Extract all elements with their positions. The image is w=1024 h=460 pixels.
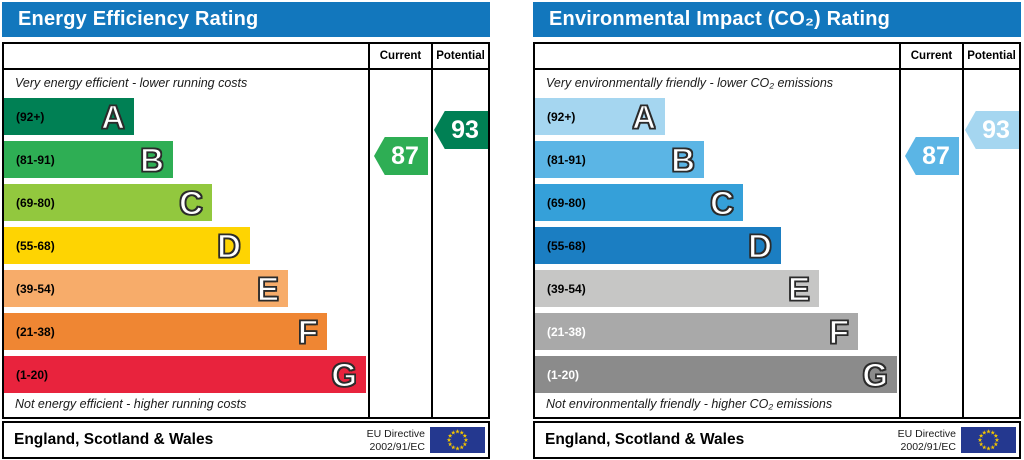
region-label: England, Scotland & Wales bbox=[14, 431, 214, 448]
bottom-note: Not environmentally friendly - higher CO… bbox=[546, 397, 833, 411]
band-letter: F bbox=[828, 313, 850, 350]
energy-efficiency-rating-chart: Energy Efficiency Rating Current Potenti… bbox=[2, 2, 490, 459]
band-letter: C bbox=[709, 184, 734, 221]
band-range-label: (39-54) bbox=[16, 281, 55, 296]
column-header-row bbox=[535, 44, 1019, 70]
chart-title: Environmental Impact (CO₂) Rating bbox=[549, 8, 891, 30]
band-range-label: (1-20) bbox=[16, 367, 49, 382]
potential-rating-value: 93 bbox=[982, 116, 1010, 144]
region-label: England, Scotland & Wales bbox=[545, 431, 745, 448]
band-b: (81-91) B bbox=[535, 141, 704, 178]
band-d: (55-68) D bbox=[4, 227, 250, 264]
eu-directive-line1: EU Directive bbox=[366, 428, 425, 440]
potential-rating-value: 93 bbox=[451, 116, 479, 144]
column-divider bbox=[962, 44, 964, 417]
band-d: (55-68) D bbox=[535, 227, 781, 264]
band-range-label: (55-68) bbox=[16, 238, 55, 253]
top-note: Very energy efficient - lower running co… bbox=[15, 76, 248, 90]
band-range-label: (81-91) bbox=[16, 152, 55, 167]
chart-footer: England, Scotland & Wales EU Directive 2… bbox=[2, 421, 490, 459]
column-divider bbox=[431, 44, 433, 417]
environmental-impact-rating-chart: Environmental Impact (CO₂) Rating Curren… bbox=[533, 2, 1021, 459]
bottom-note: Not energy efficient - higher running co… bbox=[15, 397, 247, 411]
current-rating-value: 87 bbox=[391, 142, 419, 170]
band-e: (39-54) E bbox=[535, 270, 819, 307]
band-letter: D bbox=[216, 227, 241, 264]
band-range-label: (81-91) bbox=[547, 152, 586, 167]
band-letter: A bbox=[631, 98, 656, 135]
band-a: (92+) A bbox=[535, 98, 665, 135]
band-letter: G bbox=[862, 356, 889, 393]
eu-directive-label: EU Directive 2002/91/EC bbox=[898, 428, 956, 454]
band-range-label: (92+) bbox=[16, 109, 45, 124]
potential-column-header: Potential bbox=[436, 50, 485, 62]
current-column-header: Current bbox=[379, 50, 422, 62]
band-letter: B bbox=[670, 141, 695, 178]
band-letter: F bbox=[297, 313, 319, 350]
potential-rating-arrow: 93 bbox=[965, 111, 1019, 149]
band-a: (92+) A bbox=[4, 98, 134, 135]
rating-bands: (92+) A (81-91) B (69-80) C (55-68) D (39-54) E (2… bbox=[535, 98, 897, 399]
eu-directive-line1: EU Directive bbox=[897, 428, 956, 440]
potential-column-header: Potential bbox=[967, 50, 1016, 62]
potential-rating-arrow: 93 bbox=[434, 111, 488, 149]
rating-table: Current Potential Very energy efficient … bbox=[2, 42, 490, 419]
band-letter: D bbox=[747, 227, 772, 264]
band-letter: C bbox=[178, 184, 203, 221]
eu-directive-line2: 2002/91/EC bbox=[900, 440, 956, 453]
eu-directive-line2: 2002/91/EC bbox=[369, 440, 425, 453]
current-rating-value: 87 bbox=[922, 142, 950, 170]
current-rating-arrow: 87 bbox=[905, 137, 959, 175]
current-column-header: Current bbox=[910, 50, 953, 62]
rating-bands: (92+) A (81-91) B (69-80) C (55-68) D (39-54) E (2… bbox=[4, 98, 366, 399]
band-range-label: (21-38) bbox=[547, 324, 586, 339]
band-range-label: (55-68) bbox=[547, 238, 586, 253]
chart-title-bar: Energy Efficiency Rating bbox=[2, 2, 490, 37]
band-c: (69-80) C bbox=[535, 184, 743, 221]
eu-flag-icon bbox=[961, 427, 1016, 453]
band-f: (21-38) F bbox=[4, 313, 327, 350]
band-letter: E bbox=[787, 270, 811, 307]
band-f: (21-38) F bbox=[535, 313, 858, 350]
column-divider bbox=[899, 44, 901, 417]
band-g: (1-20) G bbox=[535, 356, 897, 393]
band-range-label: (21-38) bbox=[16, 324, 55, 339]
band-letter: G bbox=[331, 356, 358, 393]
band-letter: A bbox=[100, 98, 125, 135]
rating-table: Current Potential Very environmentally f… bbox=[533, 42, 1021, 419]
band-range-label: (92+) bbox=[547, 109, 576, 124]
band-range-label: (69-80) bbox=[16, 195, 55, 210]
current-rating-arrow: 87 bbox=[374, 137, 428, 175]
band-e: (39-54) E bbox=[4, 270, 288, 307]
band-g: (1-20) G bbox=[4, 356, 366, 393]
band-c: (69-80) C bbox=[4, 184, 212, 221]
band-b: (81-91) B bbox=[4, 141, 173, 178]
band-range-label: (39-54) bbox=[547, 281, 586, 296]
column-divider bbox=[368, 44, 370, 417]
band-range-label: (1-20) bbox=[547, 367, 580, 382]
band-letter: B bbox=[139, 141, 164, 178]
band-letter: E bbox=[256, 270, 280, 307]
chart-title-bar: Environmental Impact (CO₂) Rating bbox=[533, 2, 1021, 37]
column-header-row bbox=[4, 44, 488, 70]
top-note: Very environmentally friendly - lower CO… bbox=[546, 76, 834, 90]
chart-footer: England, Scotland & Wales EU Directive 2… bbox=[533, 421, 1021, 459]
eu-directive-label: EU Directive 2002/91/EC bbox=[367, 428, 425, 454]
chart-title: Energy Efficiency Rating bbox=[18, 8, 259, 30]
eu-flag-icon bbox=[430, 427, 485, 453]
band-range-label: (69-80) bbox=[547, 195, 586, 210]
